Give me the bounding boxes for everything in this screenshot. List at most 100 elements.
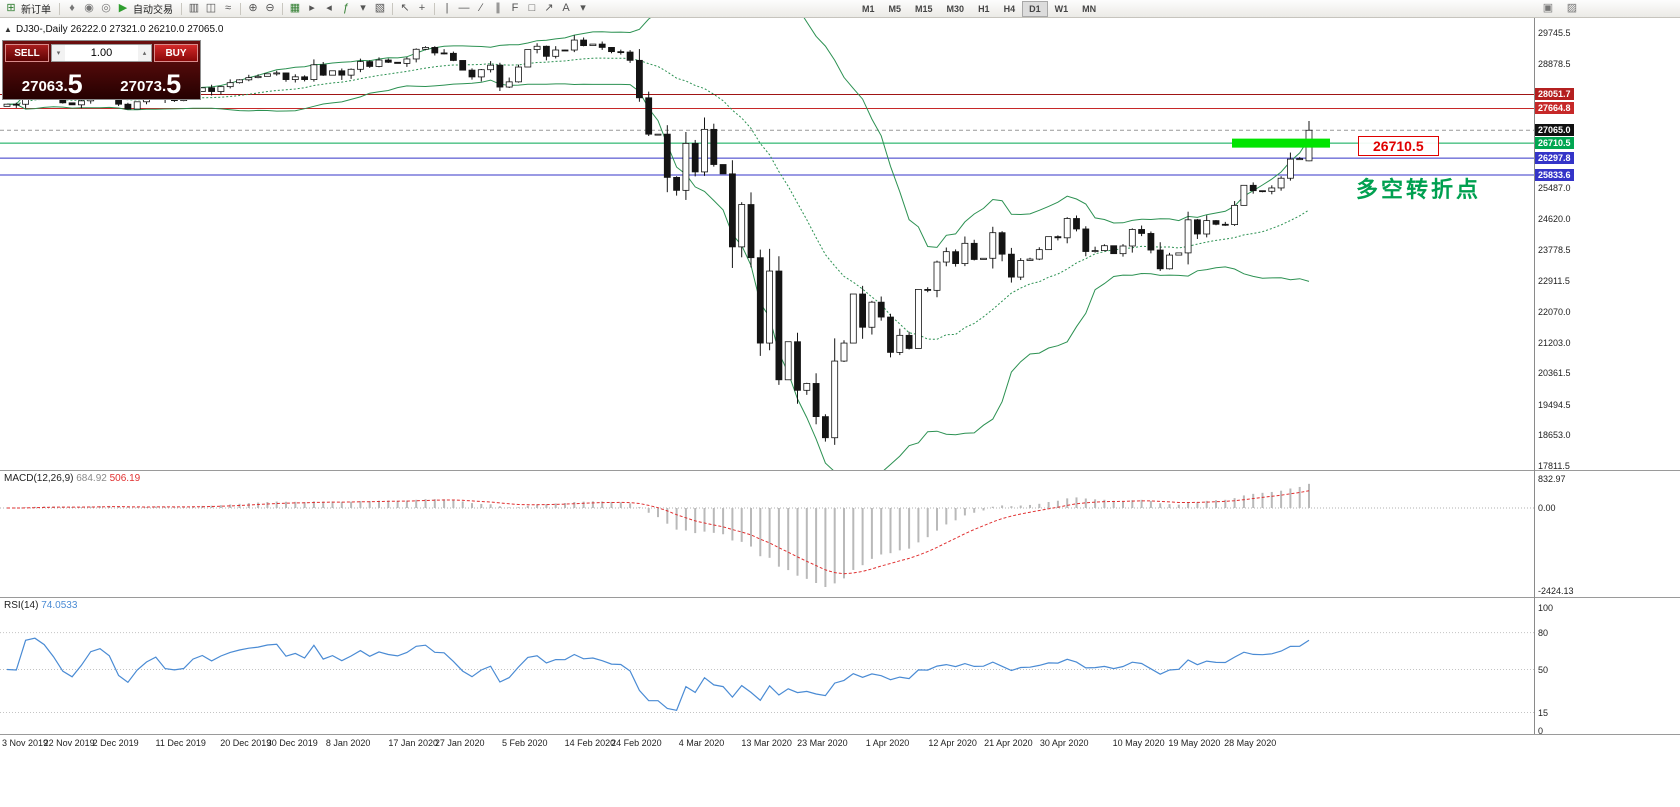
main-price-chart[interactable] [0, 18, 1534, 470]
grid-icon[interactable]: ▦ [289, 2, 301, 14]
macd-axis-label: 832.97 [1538, 474, 1566, 485]
price-axis-label: 19494.5 [1538, 399, 1571, 410]
toolbar-separator [59, 2, 60, 15]
zoom-out-icon[interactable]: ⊖ [265, 2, 275, 14]
toolbar-right-group: ▣ ▨ [1540, 1, 1580, 16]
indicator-dropdown-icon[interactable]: ▾ [360, 2, 366, 14]
shapes-icon[interactable]: □ [528, 2, 536, 14]
timeframe-h4[interactable]: H4 [1003, 4, 1016, 14]
date-label: 8 Jan 2020 [325, 738, 371, 748]
channel-icon[interactable]: ∥ [495, 2, 501, 14]
rsi-header: RSI(14) 74.0533 [4, 600, 77, 611]
date-label: 2 Dec 2019 [92, 738, 139, 748]
fibonacci-icon[interactable]: F [511, 2, 519, 14]
lot-increase-icon[interactable]: ▴ [138, 45, 151, 61]
rsi-name: RSI(14) [4, 600, 39, 611]
date-label: 14 Feb 2020 [564, 738, 616, 748]
rsi-axis-label: 100 [1538, 603, 1554, 613]
crosshair-icon[interactable]: + [418, 2, 426, 14]
buy-price-pips: 5 [166, 69, 182, 100]
rsi-axis-label: 0 [1538, 726, 1544, 736]
price-axis-label: 17811.5 [1538, 461, 1570, 472]
price-axis-label: 25487.0 [1538, 182, 1571, 193]
macd-indicator-chart[interactable] [0, 471, 1534, 597]
one-click-trading-panel: SELL ▾ ▴ BUY 27063. 5 27073. 5 [2, 40, 201, 100]
toolbar-separator [282, 2, 283, 15]
turning-point-annotation[interactable]: 多空转折点 [1356, 177, 1482, 202]
autotrading-icon[interactable]: ▶ [118, 2, 128, 14]
alerts-icon[interactable]: ◎ [101, 2, 111, 14]
one-click-collapse-icon[interactable]: ▲ [4, 25, 12, 34]
autotrading-label[interactable]: 自动交易 [133, 5, 173, 16]
timeframe-m1[interactable]: M1 [862, 4, 875, 14]
lot-decrease-icon[interactable]: ▾ [52, 45, 65, 61]
toolbar-left-group: ⊞ 新订单 ♦ ◉ ◎ ▶ 自动交易 ▥ ◫ ≈ ⊕ ⊖ ▦ ▸ ◂ ƒ ▾ ▧ ↖ + | — ∕ ∥ F □ ↗ A ▾ [3, 1, 591, 16]
templates-icon[interactable]: ▧ [374, 2, 386, 14]
timeframe-m30[interactable]: M30 [946, 4, 965, 14]
timeframe-w1[interactable]: W1 [1054, 4, 1069, 14]
price-axis-label: 21203.0 [1538, 337, 1571, 348]
line-chart-icon[interactable]: ≈ [224, 2, 232, 14]
bar-chart-icon[interactable]: ▥ [188, 2, 200, 14]
chart-shift-icon[interactable]: ◂ [326, 2, 332, 14]
price-axis-label: 18653.0 [1538, 430, 1571, 441]
price-axis-badge: 25833.6 [1535, 168, 1574, 181]
price-axis-badge: 27065.0 [1535, 124, 1574, 137]
new-order-icon[interactable]: ⊞ [6, 2, 16, 14]
accounts-icon[interactable]: ◉ [84, 2, 94, 14]
trendline-icon[interactable]: ∕ [480, 2, 482, 14]
timeframe-d1[interactable]: D1 [1022, 1, 1048, 17]
rsi-axis-label: 80 [1538, 627, 1549, 638]
macd-axis-label: -2424.13 [1538, 586, 1574, 597]
market-watch-icon[interactable]: ♦ [69, 2, 75, 14]
vertical-line-icon[interactable]: | [445, 2, 449, 14]
rsi-indicator-chart[interactable] [0, 598, 1534, 734]
sell-button[interactable]: SELL [5, 44, 49, 62]
window-layout-icon[interactable]: ▣ [1542, 2, 1554, 14]
macd-name: MACD(12,26,9) [4, 473, 74, 484]
date-label: 12 Apr 2020 [928, 738, 977, 748]
cursor-icon[interactable]: ↖ [400, 2, 410, 14]
horizontal-line-icon[interactable]: — [458, 2, 470, 14]
panel-separator[interactable] [0, 470, 1680, 471]
zoom-in-icon[interactable]: ⊕ [248, 2, 258, 14]
candlestick-icon[interactable]: ◫ [205, 2, 217, 14]
timeframe-m15[interactable]: M15 [915, 4, 933, 14]
timeframe-mn[interactable]: MN [1082, 4, 1097, 14]
more-tools-icon[interactable]: ▾ [580, 2, 586, 14]
highlight-rectangle[interactable] [1232, 138, 1330, 148]
panel-separator[interactable] [0, 597, 1680, 598]
symbol-ohlc-header: DJ30-,Daily 26222.0 27321.0 26210.0 2706… [16, 24, 224, 35]
toolbar-separator [181, 2, 182, 15]
timeframe-m5[interactable]: M5 [888, 4, 902, 14]
sell-price-main: 27063. [21, 78, 68, 95]
indicators-icon[interactable]: ƒ [342, 2, 350, 14]
rsi-axis-label: 15 [1538, 707, 1549, 718]
new-order-label[interactable]: 新订单 [21, 5, 51, 16]
panel-toggle-icon[interactable]: ▨ [1566, 2, 1578, 14]
timeframe-h1[interactable]: H1 [978, 4, 990, 14]
price-axis-badge: 27664.8 [1535, 102, 1574, 115]
panel-separator [0, 734, 1680, 735]
lot-size-input[interactable] [65, 46, 138, 60]
level-price-label[interactable]: 26710.5 [1358, 136, 1439, 156]
arrows-icon[interactable]: ↗ [544, 2, 554, 14]
auto-scroll-icon[interactable]: ▸ [309, 2, 315, 14]
lot-size-box: ▾ ▴ [51, 44, 152, 62]
macd-axis-label: 0.00 [1538, 503, 1556, 513]
buy-button[interactable]: BUY [154, 44, 198, 62]
price-axis-separator [1534, 18, 1535, 734]
date-label: 30 Dec 2019 [266, 738, 318, 748]
price-axis-badge: 26297.8 [1535, 152, 1574, 165]
sell-price[interactable]: 27063. 5 [3, 63, 102, 99]
date-label: 22 Nov 2019 [43, 738, 95, 748]
text-icon[interactable]: A [562, 2, 570, 14]
macd-signal-value: 506.19 [109, 473, 141, 484]
date-label: 17 Jan 2020 [388, 738, 438, 748]
one-click-prices-row: 27063. 5 27073. 5 [3, 63, 200, 99]
rsi-axis-label: 50 [1538, 664, 1549, 675]
buy-price[interactable]: 27073. 5 [102, 63, 201, 99]
date-label: 27 Jan 2020 [434, 738, 485, 748]
time-axis[interactable]: 3 Nov 2019 22 Nov 2019 2 Dec 2019 11 Dec 20… [0, 736, 1534, 754]
price-axis-label: 22070.0 [1538, 306, 1571, 317]
